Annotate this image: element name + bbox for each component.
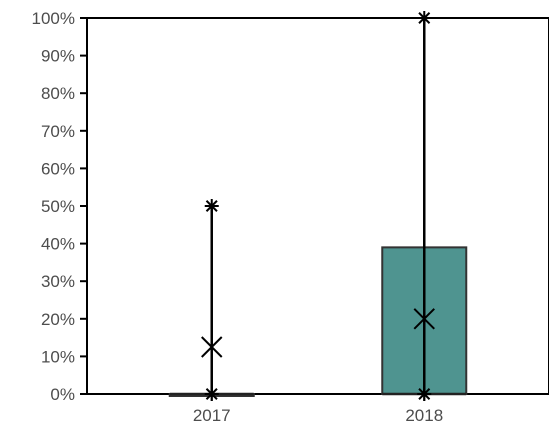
mean-marker — [413, 308, 435, 330]
y-tick-label: 80% — [41, 84, 75, 103]
x-tick-label: 2017 — [193, 406, 231, 425]
y-tick-label: 70% — [41, 122, 75, 141]
min-marker — [417, 387, 432, 401]
y-tick-label: 10% — [41, 347, 75, 366]
box-2017 — [168, 199, 255, 401]
plot-area-frame — [86, 17, 549, 395]
mean-marker — [201, 336, 223, 358]
y-tick-label: 40% — [41, 235, 75, 254]
max-marker — [417, 11, 432, 25]
min-marker — [204, 387, 219, 401]
y-tick-label: 0% — [50, 385, 75, 404]
y-tick-label: 30% — [41, 272, 75, 291]
y-tick-label: 20% — [41, 310, 75, 329]
box-2018 — [381, 11, 468, 401]
x-tick-label: 2018 — [405, 406, 443, 425]
y-tick-label: 100% — [32, 9, 75, 28]
x-axis: 2017 2018 — [193, 394, 443, 425]
box-series — [168, 11, 468, 401]
y-tick-label: 60% — [41, 159, 75, 178]
y-tick-label: 90% — [41, 47, 75, 66]
y-tick-label: 50% — [41, 197, 75, 216]
y-axis: 0% 10% 20% 30% 40% 50% 60% 70% 80% 90% 100% — [32, 9, 87, 404]
max-marker — [204, 199, 219, 213]
